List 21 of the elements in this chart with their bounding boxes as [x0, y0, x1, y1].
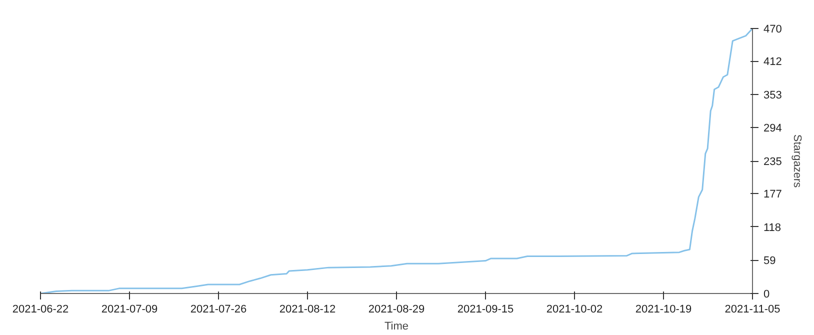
y-tick-label: 59: [764, 255, 776, 268]
y-tick-label: 0: [764, 288, 770, 300]
y-tick-label: 177: [764, 188, 782, 201]
line-series: [40, 28, 752, 294]
x-tick-label: 2021-11-05: [724, 304, 780, 316]
x-tick-label: 2021-08-12: [279, 304, 336, 316]
y-tick-label: 412: [764, 56, 782, 68]
x-tick-label: 2021-06-22: [12, 304, 69, 316]
y-axis-title: Stargazers: [790, 134, 803, 188]
x-tick-label: 2021-09-15: [457, 304, 514, 316]
x-tick-label: 2021-08-29: [368, 304, 425, 316]
y-tick-label: 235: [764, 156, 782, 168]
x-tick-label: 2021-07-26: [190, 304, 247, 316]
y-tick-label: 118: [764, 222, 782, 234]
x-tick-label: 2021-10-19: [635, 304, 692, 316]
y-tick-label: 470: [764, 24, 782, 36]
x-axis-title: Time: [384, 320, 409, 332]
y-tick-label: 294: [764, 122, 782, 135]
y-tick-label: 353: [764, 89, 782, 102]
x-tick-label: 2021-10-02: [546, 304, 603, 316]
x-tick-label: 2021-07-09: [101, 304, 158, 316]
